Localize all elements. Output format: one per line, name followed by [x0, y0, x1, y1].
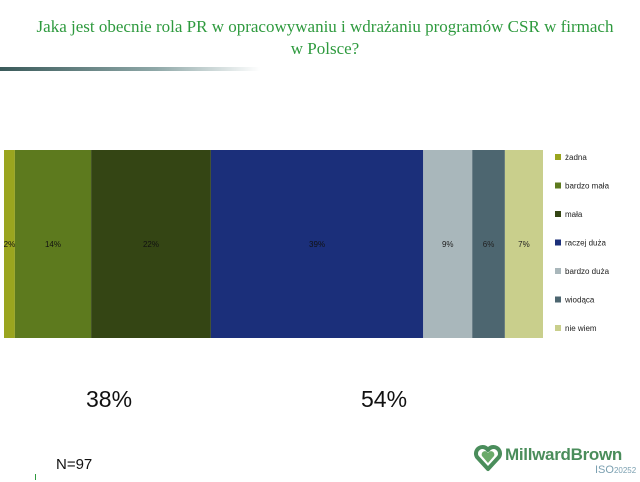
bar-segment-3 — [210, 150, 424, 338]
logo-heart-icon — [474, 445, 502, 471]
legend-swatch-0 — [555, 154, 561, 160]
bar-data-label-2: 22% — [143, 240, 159, 249]
bar-segment-6 — [504, 150, 543, 338]
summary-high-share: 54% — [361, 386, 408, 412]
bar-data-label-1: 14% — [45, 240, 61, 249]
legend-label-6: nie wiem — [565, 324, 597, 333]
brand-name: MillwardBrown — [505, 445, 622, 464]
legend-label-5: wiodąca — [564, 296, 595, 305]
summary-low-share: 38% — [86, 386, 133, 412]
bar-data-label-6: 7% — [518, 240, 530, 249]
legend-swatch-4 — [555, 268, 561, 274]
bar-segment-5 — [472, 150, 505, 338]
bar-segment-0 — [4, 150, 15, 338]
legend-label-3: raczej duża — [565, 239, 606, 248]
footer-mark — [35, 474, 36, 480]
millward-brown-logo: MillwardBrown ISO20252 — [473, 441, 638, 479]
title-divider — [0, 67, 260, 71]
legend-swatch-1 — [555, 182, 561, 189]
bar-segment-4 — [423, 150, 473, 338]
bar-segment-2 — [91, 150, 211, 338]
legend-swatch-6 — [555, 325, 561, 331]
legend-swatch-3 — [555, 239, 561, 246]
bar-data-label-4: 9% — [442, 240, 454, 249]
bar-segment-1 — [14, 150, 92, 338]
iso-text: ISO — [595, 464, 614, 476]
legend-label-4: bardzo duża — [565, 267, 610, 276]
sample-size: N=97 — [56, 456, 93, 473]
bar-data-label-0: 2% — [4, 240, 16, 249]
legend-swatch-5 — [555, 296, 561, 303]
legend-label-0: żadna — [565, 153, 587, 162]
chart-title: Jaka jest obecnie rola PR w opracowywani… — [36, 17, 614, 58]
bar-data-label-3: 39% — [309, 240, 325, 249]
legend-label-1: bardzo mała — [565, 182, 610, 191]
legend-label-2: mała — [565, 210, 583, 219]
bar-data-label-5: 6% — [483, 240, 495, 249]
legend-swatch-2 — [555, 211, 561, 217]
iso-label: ISO20252 — [595, 464, 636, 476]
iso-number: 20252 — [613, 466, 637, 475]
